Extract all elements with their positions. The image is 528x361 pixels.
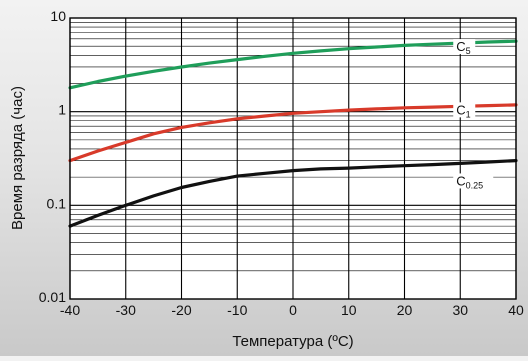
y-tick-label: 0.01 (39, 289, 66, 305)
series-label-subscript: 1 (466, 109, 471, 119)
x-tick-label: -10 (227, 302, 247, 318)
x-tick-label: 10 (341, 302, 357, 318)
series-line-C1 (68, 103, 518, 163)
y-axis-title: Время разряда (час) (9, 86, 26, 230)
x-tick-label: -40 (60, 302, 80, 318)
series-line-C0-25 (68, 159, 518, 228)
series-label-C1: C1 (456, 102, 470, 119)
series-label-subscript: 0.25 (466, 180, 484, 190)
series-label-C5: C5 (456, 39, 470, 56)
series-label-background (453, 102, 476, 118)
x-tick-label: 40 (508, 302, 524, 318)
tick-labels: -40 -30 -20 -10 0 10 20 30 40 10 1 0.1 0.01 (39, 8, 524, 318)
series-label-background (453, 173, 494, 189)
x-tick-label: 30 (452, 302, 468, 318)
x-tick-label: 0 (289, 302, 297, 318)
x-tick-label: 20 (397, 302, 413, 318)
x-axis-title: Температура (ºC) (232, 333, 353, 350)
series-label-subscript: 5 (466, 46, 471, 56)
series-label-background (453, 39, 476, 55)
x-tick-label: -30 (116, 302, 136, 318)
series-group (68, 39, 518, 228)
plot-frame (69, 17, 517, 300)
series-label-C0-25: C0.25 (456, 173, 483, 190)
series-label-main: C (456, 173, 465, 188)
y-tick-label: 1 (58, 102, 66, 118)
x-tick-label: -20 (171, 302, 191, 318)
series-label-main: C (456, 39, 465, 54)
y-tick-label: 10 (50, 8, 66, 24)
series-label-main: C (456, 102, 465, 117)
y-tick-label: 0.1 (47, 195, 67, 211)
series-line-C5 (68, 39, 518, 90)
